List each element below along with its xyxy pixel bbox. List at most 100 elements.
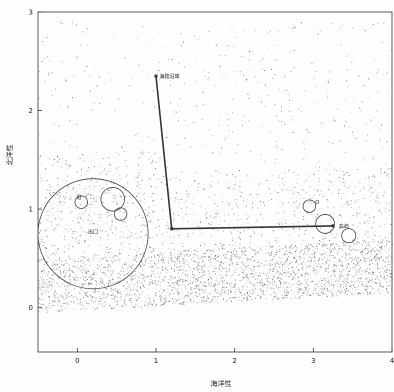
scatter-point	[150, 260, 152, 262]
scatter-point	[39, 71, 40, 73]
scatter-point	[80, 289, 82, 290]
scatter-point	[154, 226, 156, 228]
scatter-point	[313, 174, 315, 176]
scatter-point	[306, 248, 308, 250]
scatter-point	[220, 243, 221, 244]
scatter-point	[328, 81, 329, 83]
scatter-point	[179, 269, 181, 271]
scatter-point	[84, 292, 86, 294]
scatter-point	[325, 268, 327, 270]
scatter-point	[307, 247, 308, 248]
scatter-point	[86, 291, 88, 293]
scatter-point	[241, 268, 243, 270]
scatter-point	[218, 293, 220, 295]
scatter-point	[241, 251, 243, 253]
scatter-point	[91, 283, 92, 285]
scatter-point	[178, 255, 180, 257]
scatter-point	[125, 289, 127, 291]
scatter-point	[379, 209, 381, 211]
scatter-point	[234, 265, 236, 267]
scatter-point	[197, 277, 199, 278]
scatter-point	[356, 243, 358, 245]
scatter-point	[113, 282, 114, 283]
scatter-point	[318, 242, 320, 244]
scatter-point	[197, 268, 199, 270]
scatter-point	[246, 286, 248, 288]
scatter-point	[268, 200, 270, 201]
scatter-point	[144, 304, 145, 306]
scatter-point	[384, 191, 385, 193]
scatter-point	[369, 187, 371, 189]
scatter-point	[229, 251, 231, 253]
scatter-point	[67, 283, 69, 285]
scatter-point	[46, 312, 48, 313]
scatter-point	[291, 266, 293, 268]
scatter-point	[177, 230, 179, 232]
scatter-point	[364, 159, 366, 161]
scatter-point	[226, 282, 228, 284]
scatter-point	[80, 299, 81, 300]
scatter-point	[231, 256, 233, 258]
scatter-point	[222, 246, 223, 248]
scatter-point	[370, 272, 371, 274]
scatter-point	[88, 167, 89, 168]
scatter-point	[103, 297, 105, 299]
scatter-point	[160, 259, 162, 261]
scatter-point	[279, 221, 281, 223]
scatter-point	[41, 259, 43, 261]
scatter-point	[308, 265, 310, 267]
scatter-point	[50, 259, 52, 261]
scatter-point	[178, 285, 179, 286]
scatter-point	[276, 272, 277, 274]
scatter-point	[289, 110, 290, 112]
scatter-point	[359, 207, 361, 208]
scatter-point	[130, 298, 132, 299]
scatter-point	[160, 300, 162, 302]
scatter-point	[251, 249, 253, 251]
scatter-point	[153, 174, 155, 176]
scatter-point	[372, 281, 374, 283]
scatter-point	[206, 250, 208, 251]
scatter-point	[309, 256, 310, 258]
scatter-point	[227, 125, 229, 127]
scatter-point	[354, 249, 356, 250]
scatter-point	[74, 288, 76, 290]
scatter-point	[38, 280, 40, 282]
scatter-point	[333, 271, 335, 273]
scatter-point	[336, 266, 337, 268]
scatter-point	[192, 277, 194, 279]
scatter-point	[230, 255, 232, 256]
scatter-point	[343, 182, 345, 183]
scatter-point	[309, 260, 311, 262]
scatter-point	[83, 191, 85, 193]
scatter-point	[99, 185, 101, 187]
scatter-point	[188, 283, 190, 285]
scatter-point	[227, 251, 228, 253]
scatter-point	[84, 252, 85, 253]
scatter-point	[348, 290, 350, 292]
scatter-point	[51, 268, 53, 270]
scatter-point	[134, 283, 136, 285]
scatter-point	[276, 262, 278, 264]
scatter-point	[202, 260, 203, 261]
scatter-point	[172, 282, 174, 284]
scatter-point	[57, 297, 59, 298]
scatter-point	[183, 280, 185, 282]
scatter-point	[221, 77, 223, 79]
scatter-point	[68, 244, 70, 246]
scatter-point	[203, 300, 205, 302]
scatter-point	[105, 251, 107, 253]
scatter-point	[107, 191, 108, 193]
scatter-point	[261, 281, 263, 283]
scatter-point	[346, 290, 347, 291]
scatter-point	[368, 250, 370, 252]
scatter-point	[120, 294, 122, 295]
scatter-point	[381, 246, 382, 248]
scatter-point	[150, 278, 152, 280]
scatter-point	[247, 215, 249, 216]
scatter-point	[306, 179, 308, 181]
scatter-point	[82, 256, 84, 258]
scatter-point	[106, 259, 108, 261]
scatter-point	[365, 247, 366, 249]
